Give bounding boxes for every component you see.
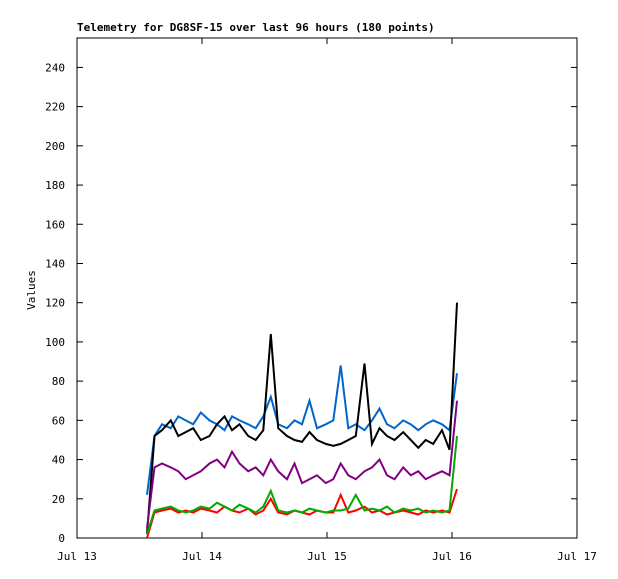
y-tick-label: 40: [52, 454, 65, 467]
series-line: [146, 302, 458, 535]
y-axis-label: Values: [25, 270, 38, 310]
series-line: [146, 365, 458, 496]
y-tick-label: 180: [45, 179, 65, 192]
series-line: [146, 400, 458, 529]
x-tick-label: Jul 14: [182, 550, 222, 563]
y-tick-label: 140: [45, 257, 65, 270]
y-tick-label: 200: [45, 140, 65, 153]
y-tick-label: 20: [52, 493, 65, 506]
x-tick-label: Jul 13: [57, 550, 97, 563]
x-tick-label: Jul 17: [557, 550, 597, 563]
x-tick-label: Jul 16: [432, 550, 472, 563]
y-tick-label: 100: [45, 336, 65, 349]
x-tick-label: Jul 15: [307, 550, 347, 563]
series-line: [146, 435, 458, 535]
chart-title: Telemetry for DG8SF-15 over last 96 hour…: [77, 21, 435, 34]
y-tick-label: 80: [52, 375, 65, 388]
y-tick-label: 160: [45, 218, 65, 231]
y-tick-label: 240: [45, 61, 65, 74]
y-tick-label: 120: [45, 297, 65, 310]
y-tick-label: 0: [58, 532, 65, 545]
y-tick-label: 220: [45, 101, 65, 114]
y-tick-label: 60: [52, 414, 65, 427]
